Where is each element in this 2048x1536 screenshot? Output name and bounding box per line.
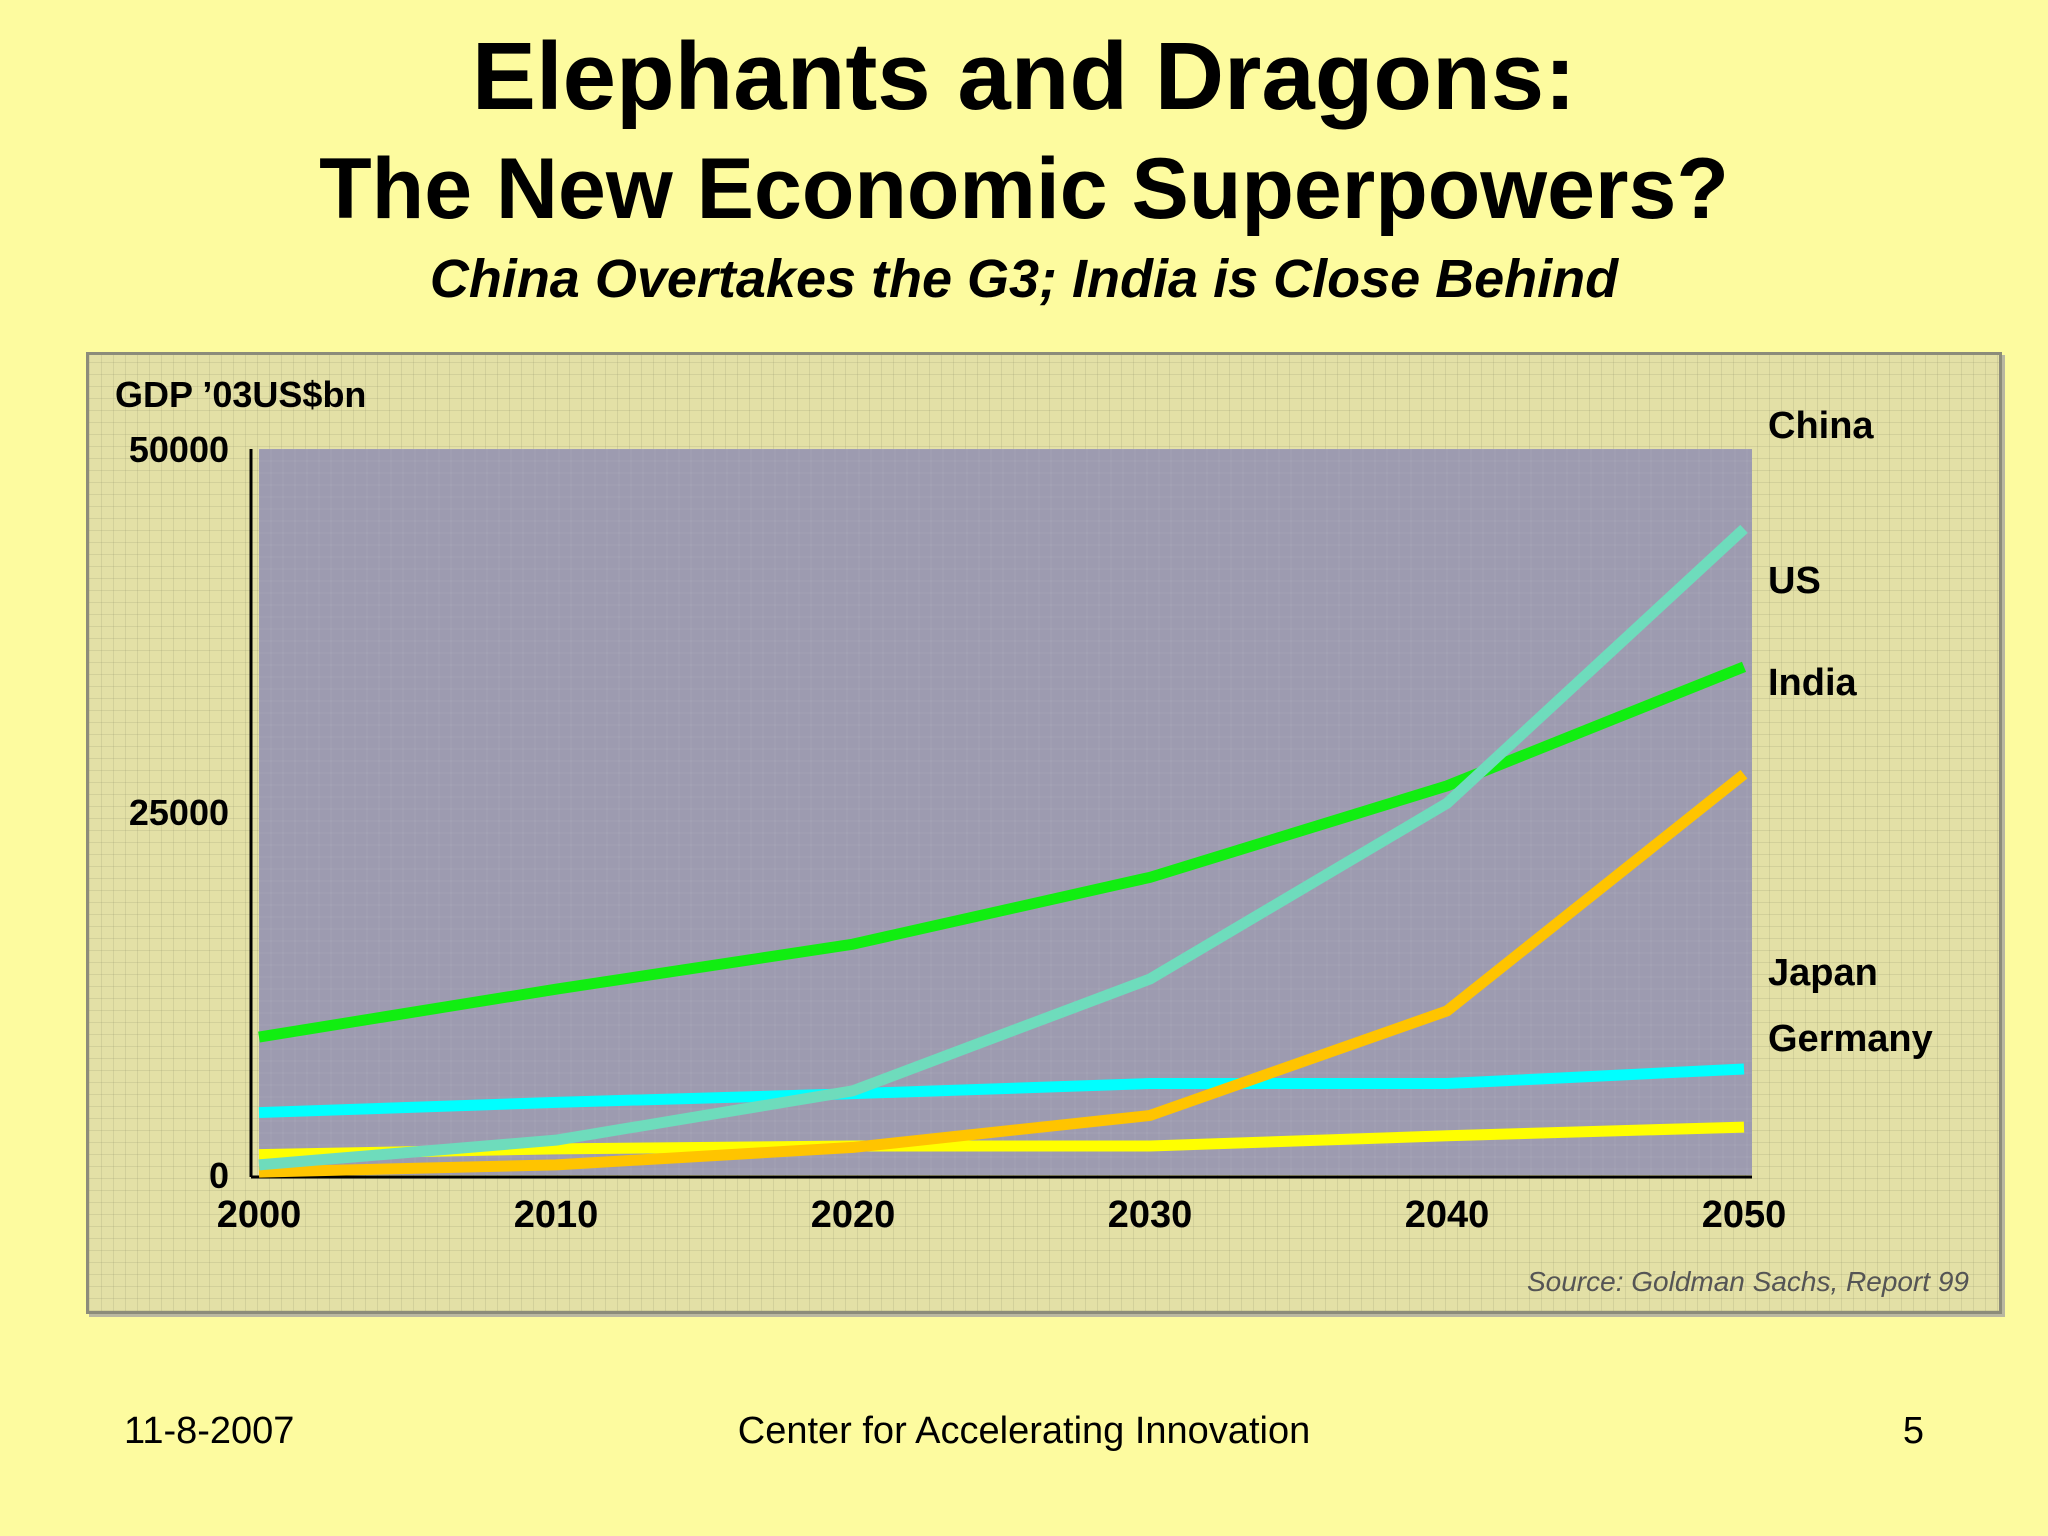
footer-date: 11-8-2007 bbox=[124, 1410, 295, 1452]
x-tick-label: 2040 bbox=[1405, 1194, 1490, 1236]
slide-subtitle: The New Economic Superpowers? bbox=[319, 141, 1729, 237]
y-tick-label: 0 bbox=[209, 1155, 229, 1196]
y-tick-label: 25000 bbox=[129, 792, 229, 833]
series-label-china: China bbox=[1768, 405, 1874, 447]
slide-tagline: China Overtakes the G3; India is Close B… bbox=[429, 249, 1619, 309]
series-label-us: US bbox=[1768, 560, 1821, 602]
y-axis-label: GDP ’03US$bn bbox=[115, 374, 366, 415]
series-line-india bbox=[258, 769, 1748, 1178]
footer-organization: Center for Accelerating Innovation bbox=[737, 1410, 1311, 1452]
x-tick-label: 2020 bbox=[811, 1194, 896, 1236]
series-label-india: India bbox=[1768, 662, 1858, 704]
footer-page-number: 5 bbox=[1902, 1410, 1924, 1452]
x-tick-label: 2000 bbox=[217, 1194, 302, 1236]
chart-panel: GDP ’03US$bn 0 25000 50000 2000 2010 2020 2030 2… bbox=[86, 352, 2002, 1314]
slide-title: Elephants and Dragons: bbox=[471, 23, 1577, 130]
source-note: Source: Goldman Sachs, Report 99 bbox=[1527, 1266, 1969, 1297]
series-label-germany: Germany bbox=[1768, 1018, 1933, 1060]
series-line-germany bbox=[258, 1121, 1745, 1161]
x-tick-label: 2010 bbox=[514, 1194, 599, 1236]
gdp-line-chart: GDP ’03US$bn 0 25000 50000 2000 2010 2020 2030 2… bbox=[115, 374, 1969, 1297]
plot-area bbox=[259, 449, 1752, 1175]
series-line-us bbox=[258, 661, 1747, 1043]
x-tick-label: 2030 bbox=[1108, 1194, 1193, 1236]
series-line-china bbox=[258, 524, 1748, 1171]
y-tick-label: 50000 bbox=[129, 429, 229, 470]
series-line-japan bbox=[258, 1063, 1745, 1119]
x-tick-label: 2050 bbox=[1702, 1194, 1787, 1236]
series-label-japan: Japan bbox=[1768, 952, 1878, 994]
